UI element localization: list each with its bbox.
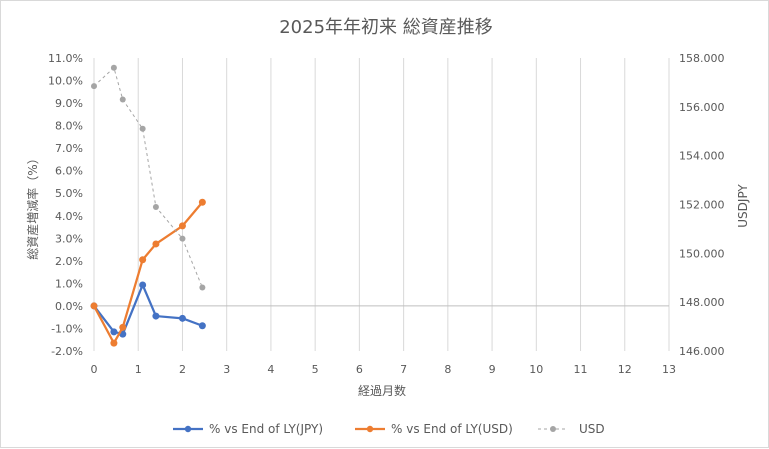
- y-tick-label: 11.0%: [48, 52, 83, 65]
- x-tick-label-13: 13: [662, 363, 676, 376]
- legend-item-jpy: % vs End of LY(JPY): [173, 422, 323, 436]
- data-point-2-5: [179, 235, 186, 242]
- y-tick-label: 1.0%: [55, 277, 83, 290]
- y-tick-label: 4.0%: [55, 210, 83, 223]
- legend-marker-usd: [550, 426, 556, 432]
- y2-axis-title: USDJPY: [736, 184, 750, 228]
- legend-label-usd: USD: [579, 422, 605, 436]
- x-tick-label-9: 9: [489, 363, 496, 376]
- series-0: [90, 281, 206, 338]
- x-tick-label-5: 5: [312, 363, 319, 376]
- y-axis-title: 総資産増減率（%）: [25, 152, 40, 259]
- y-axis-ticks: 11.0% 10.0% 9.0% 8.0% 7.0% 6.0% 5.0% 4.0% 3.0% 2.…: [48, 52, 83, 358]
- x-tick-label-1: 1: [135, 363, 142, 376]
- y-tick-label: 8.0%: [55, 120, 83, 133]
- y-tick-label: 0.0%: [55, 300, 83, 313]
- data-point-0-4: [152, 312, 160, 320]
- y-tick-label: 2.0%: [55, 255, 83, 268]
- y-tick-label: -2.0%: [51, 345, 83, 358]
- x-axis-title: 経過月数: [358, 383, 406, 398]
- legend-label-usd-pct: % vs End of LY(USD): [391, 422, 513, 436]
- y2-tick-label: 152.000: [679, 199, 725, 212]
- data-point-0-6: [198, 322, 206, 330]
- y2-tick-label: 158.000: [679, 52, 725, 65]
- x-tick-label-12: 12: [618, 363, 632, 376]
- x-tick-label-11: 11: [574, 363, 588, 376]
- chart-title: 2025年年初来 総資産推移: [279, 17, 493, 38]
- series-lines: [90, 64, 206, 347]
- y-tick-label: 9.0%: [55, 97, 83, 110]
- y-tick-label: 6.0%: [55, 165, 83, 178]
- x-tick-label-6: 6: [356, 363, 363, 376]
- data-point-2-1: [110, 64, 117, 71]
- data-point-2-4: [152, 203, 159, 210]
- legend-item-usd-pct: % vs End of LY(USD): [355, 422, 513, 436]
- x-tick-label-0: 0: [91, 363, 98, 376]
- data-point-2-2: [119, 96, 126, 103]
- y-tick-label: 10.0%: [48, 75, 83, 88]
- y-tick-label: 3.0%: [55, 232, 83, 245]
- y2-tick-label: 148.000: [679, 296, 725, 309]
- data-point-1-3: [139, 256, 147, 264]
- data-point-0-5: [178, 314, 186, 322]
- y2-axis-ticks: 158.000 156.000 154.000 152.000 150.000 148.0…: [679, 52, 725, 358]
- x-axis-ticks: 0 1 2 3 4 5 6 7 8 9 10 11 12 13: [91, 363, 677, 376]
- data-point-1-5: [178, 222, 186, 230]
- data-point-0-3: [139, 281, 147, 289]
- data-point-1-4: [152, 240, 160, 248]
- data-point-1-0: [90, 302, 98, 310]
- data-point-0-1: [110, 328, 118, 336]
- x-tick-label-8: 8: [444, 363, 451, 376]
- data-point-1-6: [198, 198, 206, 206]
- y-tick-label: -1.0%: [51, 322, 83, 335]
- y2-tick-label: 156.000: [679, 101, 725, 114]
- x-tick-label-7: 7: [400, 363, 407, 376]
- x-tick-label-3: 3: [223, 363, 230, 376]
- y2-tick-label: 154.000: [679, 150, 725, 163]
- legend-marker-jpy: [184, 425, 192, 433]
- series-2: [91, 64, 206, 291]
- data-point-2-6: [199, 284, 206, 291]
- data-point-2-0: [91, 83, 97, 90]
- data-point-2-3: [139, 125, 146, 132]
- y2-tick-label: 146.000: [679, 345, 725, 358]
- legend-marker-usd-pct: [366, 425, 374, 433]
- legend: % vs End of LY(JPY) % vs End of LY(USD) …: [173, 422, 605, 436]
- y-tick-label: 7.0%: [55, 142, 83, 155]
- y2-tick-label: 150.000: [679, 247, 725, 260]
- legend-item-usd: USD: [538, 422, 605, 436]
- x-tick-label-4: 4: [267, 363, 274, 376]
- y-tick-label: 5.0%: [55, 187, 83, 200]
- series-line-1: [93, 201, 204, 345]
- x-tick-label-10: 10: [529, 363, 543, 376]
- legend-label-jpy: % vs End of LY(JPY): [209, 422, 323, 436]
- gridlines: [137, 58, 670, 351]
- series-line-0: [93, 283, 203, 336]
- data-point-1-2: [119, 323, 127, 331]
- data-point-1-1: [110, 339, 118, 347]
- series-1: [90, 198, 206, 347]
- x-tick-label-2: 2: [179, 363, 186, 376]
- axes: [93, 58, 670, 351]
